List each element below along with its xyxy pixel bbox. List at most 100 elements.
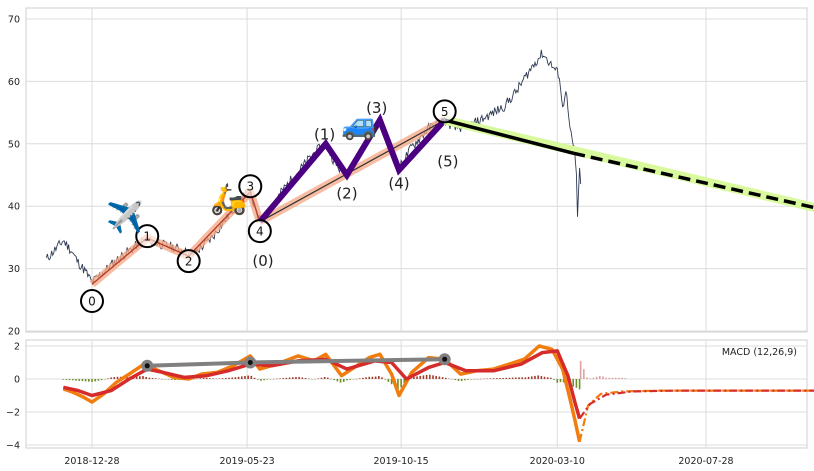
macd-histogram-projection-bar: [624, 378, 627, 379]
scooter-icon: 🛵: [210, 182, 247, 217]
sub-wave-label: (1): [314, 125, 335, 143]
macd-histogram-bar: [365, 377, 367, 379]
macd-histogram-bar: [231, 377, 234, 379]
macd-histogram-bar: [304, 378, 307, 379]
macd-line: [62, 344, 582, 443]
macd-y-tick-label: 0: [14, 375, 20, 386]
macd-histogram-projection-bar: [611, 377, 614, 379]
sub-wave-label: (0): [252, 252, 273, 270]
macd-histogram-bar: [381, 377, 383, 379]
macd-histogram-bar: [460, 379, 463, 382]
macd-histogram-bar: [88, 379, 90, 382]
macd-histogram-bar: [282, 378, 285, 379]
macd-histogram-bar: [320, 377, 323, 379]
macd-histogram-bar: [511, 377, 514, 379]
macd-histogram-bar: [556, 379, 559, 383]
macd-histogram-bar: [362, 377, 364, 379]
macd-histogram-bar: [489, 378, 492, 379]
wave-point-label: 2: [185, 255, 193, 269]
macd-histogram-bar: [368, 376, 371, 379]
macd-histogram-bar: [139, 376, 141, 379]
wave-point-label: 4: [256, 225, 264, 239]
macd-histogram-bar: [559, 379, 562, 383]
macd-histogram-bar: [202, 378, 205, 379]
macd-histogram-projection-bar: [621, 377, 623, 379]
price-panel: 20 30 40 50 60 70 0 1 2 3 4 5 (0) (1) (2) (3) (4) (5) ✈️ 🛵…: [8, 7, 814, 338]
macd-histogram-bar: [464, 379, 466, 381]
x-tick-label: 2019-10-15: [374, 456, 429, 467]
macd-histogram-bar: [234, 377, 237, 379]
macd-histogram-bar: [62, 379, 65, 380]
macd-histogram-bar: [378, 375, 380, 379]
macd-histogram-bar: [578, 379, 581, 390]
macd-histogram-bar: [250, 375, 253, 379]
macd-histogram-bar: [422, 375, 425, 379]
x-tick-label: 2018-12-28: [64, 456, 119, 467]
macd-histogram-bar: [199, 378, 202, 379]
macd-histogram-bar: [495, 378, 498, 379]
macd-y-tick-label: −4: [6, 441, 20, 452]
price-y-tick-label: 50: [8, 139, 20, 150]
price-grid: [26, 8, 807, 332]
sub-wave-label: (4): [388, 175, 409, 193]
macd-histogram-bar: [126, 376, 128, 379]
x-tick-label: 2020-07-28: [678, 456, 733, 467]
macd-histogram-bar: [390, 379, 393, 385]
macd-histogram-bar: [444, 377, 447, 379]
macd-y-tick-label: 2: [14, 342, 20, 353]
macd-histogram-bar: [521, 377, 524, 379]
macd-histogram-bar: [323, 377, 326, 379]
macd-histogram-bar: [441, 377, 444, 379]
macd-histogram-bar: [212, 378, 214, 379]
macd-histogram-bar: [387, 379, 390, 382]
macd-y-tick-label: −2: [6, 408, 20, 419]
macd-histogram-bar: [572, 379, 575, 387]
macd-histogram-projection-bar: [605, 377, 607, 379]
macd-histogram-bar: [72, 379, 74, 381]
macd-histogram-bar: [524, 377, 527, 379]
macd-histogram-bar: [534, 375, 536, 379]
price-content: 0 1 2 3 4 5 (0) (1) (2) (3) (4) (5) ✈️ 🛵 🚙: [45, 49, 814, 314]
macd-histogram-bar: [416, 376, 418, 379]
macd-histogram-bar: [285, 377, 288, 379]
macd-histogram-bar: [266, 379, 269, 380]
macd-histogram-bar: [397, 379, 399, 390]
macd-histogram-bar: [327, 377, 329, 379]
macd-histogram-bar: [301, 377, 304, 379]
macd-histogram-bar: [317, 378, 320, 379]
car-icon: 🚙: [341, 107, 378, 142]
x-tick-label: 2020-03-10: [530, 456, 585, 467]
macd-histogram-bar: [142, 376, 144, 379]
macd-histogram-projection-bar: [579, 360, 582, 379]
macd-panel: 2 0 −2 −4 MACD (12,26,9): [6, 339, 814, 452]
macd-histogram-bar: [218, 378, 221, 379]
macd-histogram-bar: [546, 377, 549, 379]
macd-histogram-bar: [403, 379, 406, 384]
macd-histogram-bar: [515, 377, 517, 379]
price-y-tick-label: 40: [8, 202, 20, 213]
macd-histogram-bar: [346, 379, 348, 381]
macd-trend-marker-dot: [247, 360, 253, 365]
macd-histogram-bar: [263, 379, 265, 381]
macd-histogram-bar: [358, 378, 361, 379]
macd-histogram-bar: [425, 374, 428, 379]
macd-content: [62, 344, 814, 443]
macd-histogram-bar: [225, 377, 227, 379]
wave-point-label: 0: [88, 295, 96, 309]
macd-histogram-bar: [240, 376, 243, 379]
price-y-tick-label: 60: [8, 77, 20, 88]
macd-histogram-projection-bar: [602, 376, 604, 379]
sub-wave-label: (3): [366, 99, 387, 117]
macd-panel-frame: [25, 339, 808, 449]
macd-histogram-bar: [505, 377, 508, 379]
macd-histogram-bar: [371, 376, 374, 379]
macd-histogram-bar: [384, 379, 386, 380]
macd-histogram-bar: [170, 379, 173, 380]
macd-histogram-bar: [256, 379, 259, 380]
macd-histogram-bar: [154, 378, 157, 379]
wave-point-circle: [135, 224, 160, 249]
macd-histogram-bar: [553, 379, 555, 380]
wave-point-label: 1: [143, 230, 151, 244]
macd-histogram-bar: [537, 375, 539, 379]
macd-histogram-bar: [575, 379, 578, 388]
